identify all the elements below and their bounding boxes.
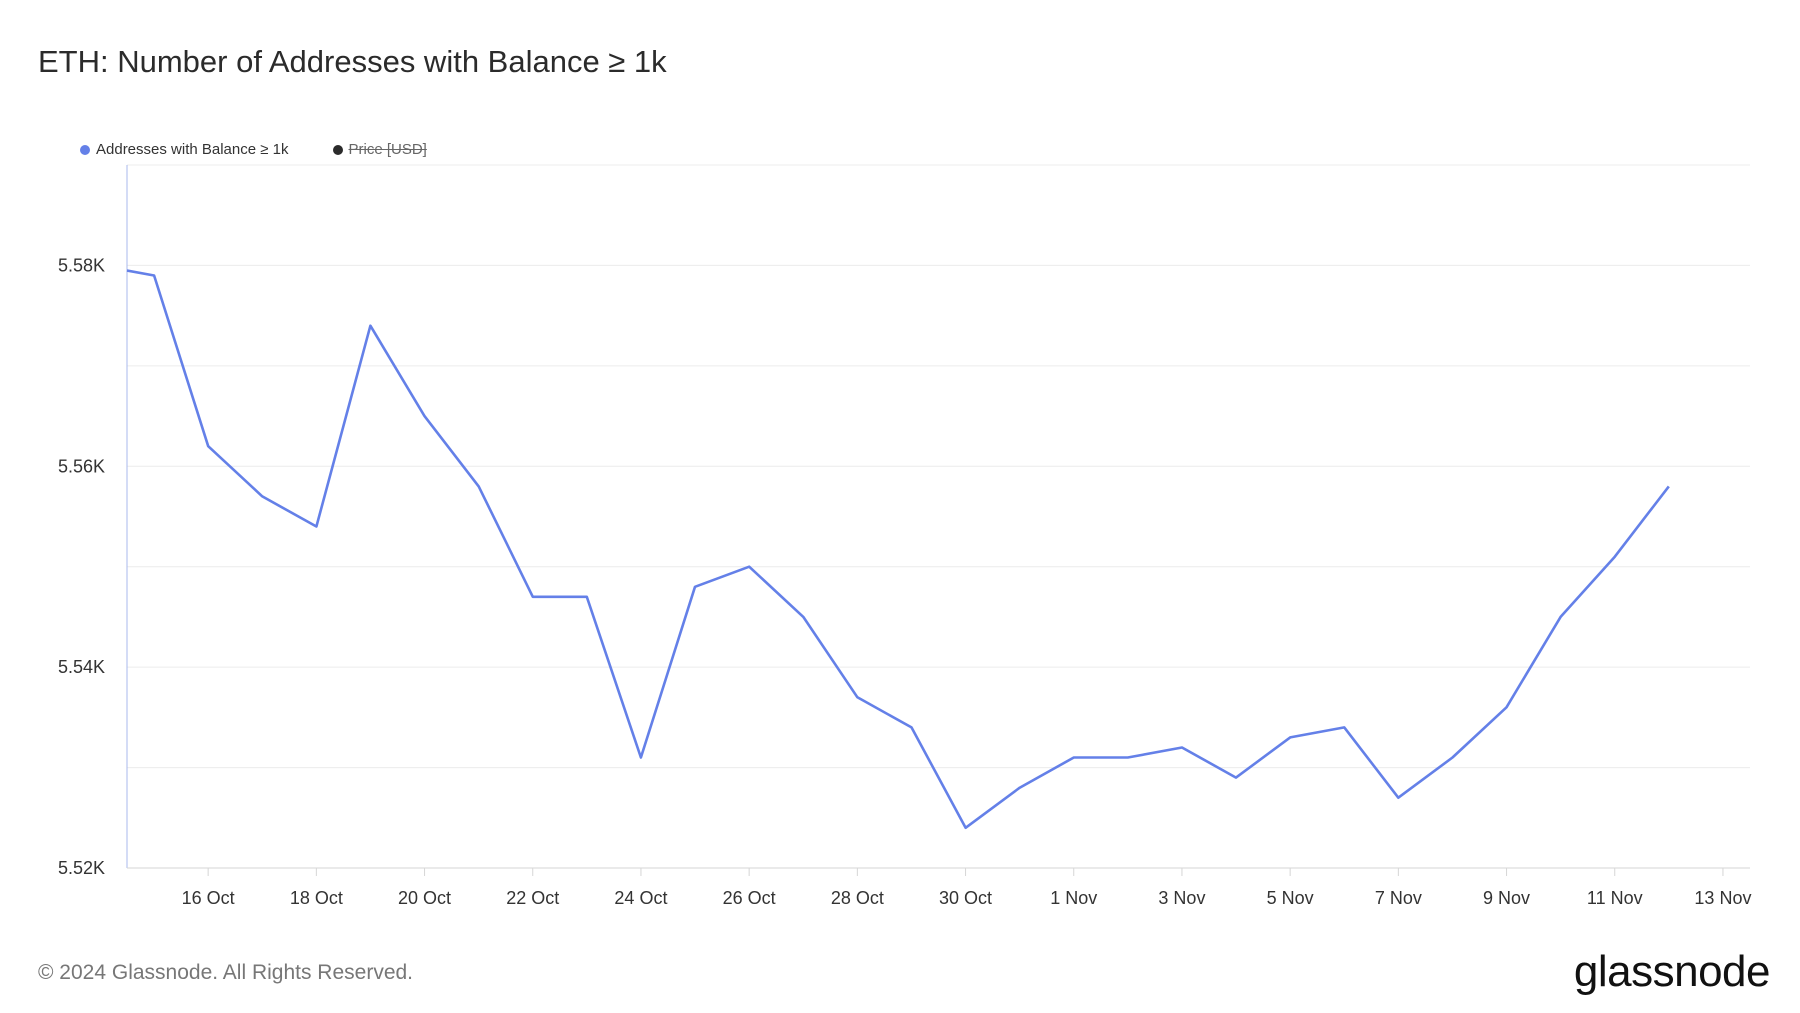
x-tick-label: 20 Oct (398, 888, 451, 908)
series-line (126, 269, 1670, 830)
x-tick-label: 18 Oct (290, 888, 343, 908)
glassnode-logo: glassnode (1573, 947, 1771, 996)
legend-dot-icon (332, 144, 343, 155)
x-tick-label: 7 Nov (1375, 888, 1422, 908)
chart-area: 5.52K 5.54K 5.56K 5.58K 16 Oct 18 Oct 20 Oct 22… (58, 164, 1751, 908)
legend-label: Price [USD] (348, 141, 427, 158)
x-tick-label: 16 Oct (182, 888, 235, 908)
x-tick-label: 5 Nov (1267, 888, 1314, 908)
chart-title: ETH: Number of Addresses with Balance ≥ … (38, 44, 667, 79)
y-tick-label: 5.54K (58, 657, 105, 677)
y-tick-label: 5.52K (58, 858, 105, 878)
x-tick-label: 13 Nov (1694, 888, 1751, 908)
legend-label: Addresses with Balance ≥ 1k (96, 141, 289, 158)
copyright-text: © 2024 Glassnode. All Rights Reserved. (38, 961, 414, 984)
y-tick-label: 5.56K (58, 456, 105, 476)
x-tick-label: 22 Oct (506, 888, 559, 908)
x-tick-label: 9 Nov (1483, 888, 1530, 908)
x-tick-label: 1 Nov (1050, 888, 1097, 908)
y-tick-label: 5.58K (58, 255, 105, 275)
x-tick-label: 26 Oct (723, 888, 776, 908)
x-tick-label: 30 Oct (939, 888, 992, 908)
legend-item-price[interactable]: Price [USD] (332, 141, 427, 158)
legend: Addresses with Balance ≥ 1k Price [USD] (80, 141, 427, 158)
x-tick-label: 24 Oct (614, 888, 667, 908)
x-tick-label: 3 Nov (1158, 888, 1205, 908)
x-tick-label: 11 Nov (1587, 888, 1643, 908)
x-tick-label: 28 Oct (831, 888, 884, 908)
legend-item-addresses[interactable]: Addresses with Balance ≥ 1k (80, 141, 289, 158)
legend-dot-icon (80, 144, 90, 155)
